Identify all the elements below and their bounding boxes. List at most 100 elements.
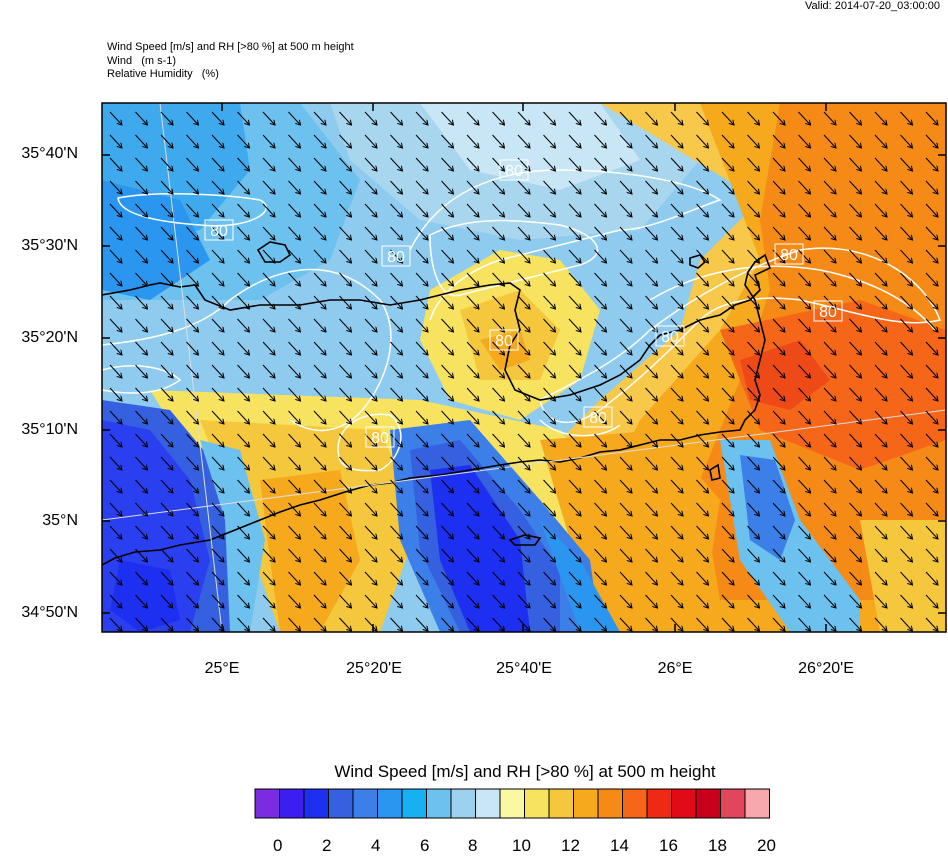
colorbar-swatch: [671, 788, 697, 819]
wind-arrow: [900, 571, 913, 585]
wind-arrow: [313, 410, 326, 424]
wind-arrow: [517, 456, 530, 470]
wind-arrow: [211, 479, 224, 493]
wind-arrow: [492, 341, 505, 355]
wind-arrow: [492, 617, 505, 631]
wind-arrow: [364, 479, 377, 493]
wind-arrow: [568, 318, 581, 332]
wind-arrow: [288, 410, 301, 424]
lat-label: 35°N: [42, 512, 78, 529]
wind-arrow: [415, 341, 428, 355]
wind-arrow: [772, 617, 785, 631]
wind-arrow: [568, 272, 581, 286]
wind-arrow: [313, 617, 326, 631]
wind-arrow: [211, 341, 224, 355]
wind-arrow: [645, 433, 658, 447]
wind-arrow: [619, 272, 632, 286]
wind-arrow: [262, 594, 275, 608]
wind-arrow: [262, 433, 275, 447]
wind-arrow: [517, 594, 530, 608]
contour-label: 80: [210, 223, 228, 240]
wind-arrow: [823, 157, 836, 171]
wind-arrow: [262, 318, 275, 332]
wind-arrow: [186, 341, 199, 355]
wind-arrow: [670, 180, 683, 194]
contour-label-box: [499, 159, 529, 181]
colorbar-label: 10: [512, 836, 531, 855]
rh-contours: [102, 169, 942, 472]
wind-arrow: [568, 548, 581, 562]
wind-arrow: [747, 456, 760, 470]
wind-arrow: [237, 203, 250, 217]
wind-arrow: [823, 617, 836, 631]
wind-arrow: [415, 180, 428, 194]
wind-arrow: [594, 272, 607, 286]
wind-arrow: [441, 387, 454, 401]
wind-arrow: [747, 525, 760, 539]
plot-frame: [101, 102, 947, 633]
wind-arrow: [721, 594, 734, 608]
wind-arrow: [747, 594, 760, 608]
wind-arrow: [211, 571, 224, 585]
wind-arrow: [925, 272, 938, 286]
wind-arrow: [313, 548, 326, 562]
wind-arrow: [237, 525, 250, 539]
wind-arrow: [721, 433, 734, 447]
wind-arrow: [721, 548, 734, 562]
wind-arrow: [772, 318, 785, 332]
wind-arrow: [772, 364, 785, 378]
wind-arrow: [288, 479, 301, 493]
wind-arrow: [798, 272, 811, 286]
wind-arrow: [849, 410, 862, 424]
wind-arrow: [645, 479, 658, 493]
wind-arrow: [313, 180, 326, 194]
wind-arrow: [492, 548, 505, 562]
wind-arrow: [135, 410, 148, 424]
wind-arrow: [466, 479, 479, 493]
wind-arrow: [211, 180, 224, 194]
contour-label-group: 80 80 80 80 80 80 80 80 80: [204, 159, 843, 448]
wind-arrow: [109, 341, 122, 355]
colorbar-label: 20: [757, 836, 776, 855]
wind-arrow: [237, 226, 250, 240]
lon-label: 26°20'E: [798, 660, 854, 677]
wind-arrow: [313, 249, 326, 263]
wind-arrow: [109, 318, 122, 332]
wind-arrow: [568, 295, 581, 309]
wind-arrow: [568, 180, 581, 194]
wind-arrow: [696, 134, 709, 148]
wind-arrow: [211, 272, 224, 286]
wind-arrow: [492, 180, 505, 194]
wind-arrow: [696, 617, 709, 631]
wind-arrow: [211, 548, 224, 562]
wind-arrow: [415, 594, 428, 608]
plot-titles: Wind Speed [m/s] and RH [>80 %] at 500 m…: [107, 41, 354, 82]
wind-arrow: [415, 617, 428, 631]
wind-arrow: [517, 433, 530, 447]
wind-arrow: [364, 456, 377, 470]
wind-arrow: [415, 525, 428, 539]
wind-arrow: [237, 249, 250, 263]
wind-arrow: [874, 594, 887, 608]
wind-arrow: [211, 364, 224, 378]
wind-arrow: [390, 111, 403, 125]
wind-arrow: [543, 295, 556, 309]
wind-arrow: [849, 525, 862, 539]
wind-arrow: [670, 594, 683, 608]
wind-arrow: [313, 318, 326, 332]
wind-arrow: [670, 548, 683, 562]
wind-arrow: [823, 295, 836, 309]
wind-arrow: [313, 433, 326, 447]
wind-arrow: [619, 295, 632, 309]
wind-arrow: [747, 180, 760, 194]
wind-arrow: [364, 341, 377, 355]
wind-arrow: [696, 180, 709, 194]
wind-arrow: [364, 617, 377, 631]
wind-arrow: [186, 111, 199, 125]
wind-arrow: [288, 502, 301, 516]
wind-arrow: [313, 571, 326, 585]
wind-speed-field: [102, 103, 946, 632]
wind-arrow: [874, 318, 887, 332]
wind-arrow: [925, 111, 938, 125]
wind-arrow: [186, 318, 199, 332]
